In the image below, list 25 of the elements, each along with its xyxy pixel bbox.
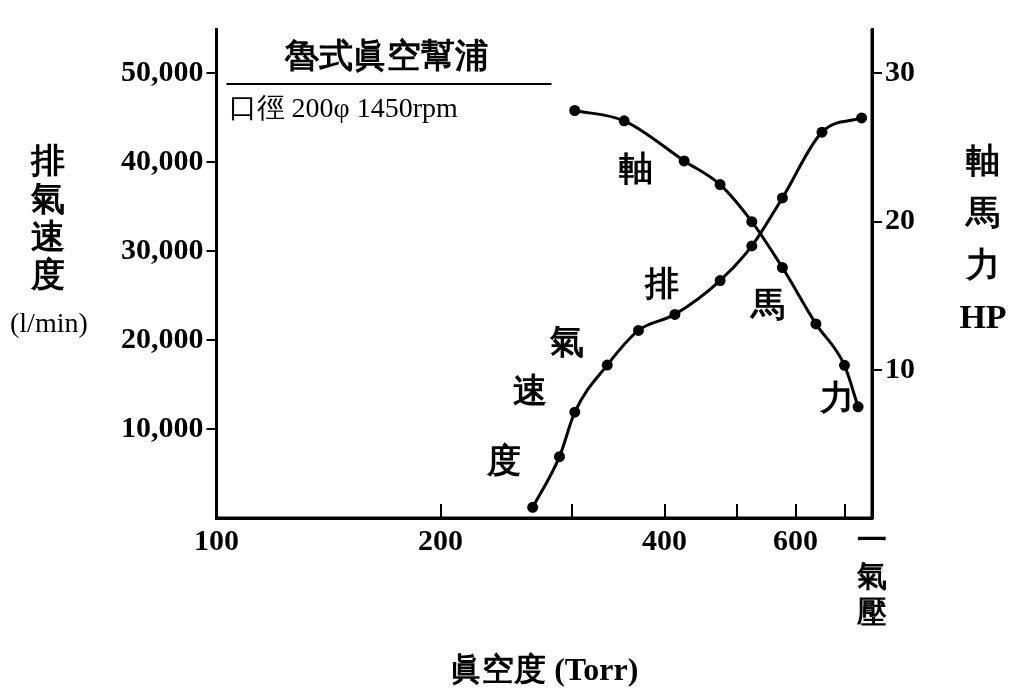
y-tick-label: 10,000 (121, 409, 204, 443)
y2-tick-label: 10 (885, 350, 915, 384)
y-axis-title: 排氣速度 (l/min) (10, 142, 88, 339)
annotation: 氣 (549, 323, 585, 361)
annotation: 排 (643, 265, 679, 303)
annotation: 度 (486, 442, 522, 480)
y-tick-label: 20,000 (121, 320, 204, 354)
annotation: 速 (513, 371, 548, 409)
y-tick-label: 50,000 (121, 54, 204, 88)
annotation: 馬 (749, 286, 786, 324)
x-axis-title: 眞空度 (Torr) (450, 651, 639, 687)
x-tick-label: 一氣壓 (856, 522, 887, 628)
x-tick-label: 600 (773, 522, 819, 556)
annotation: 力 (819, 378, 855, 416)
x-tick-label: 200 (418, 522, 464, 556)
x-tick-label: 400 (642, 522, 688, 556)
y-tick-label: 40,000 (121, 143, 204, 177)
chart-title: 魯式眞空幫浦 (283, 37, 489, 74)
y-tick-label: 30,000 (121, 232, 204, 266)
y2-tick-label: 20 (885, 202, 915, 236)
y2-tick-label: 30 (885, 54, 915, 88)
text: 口徑 200φ 1450rpm (228, 92, 458, 123)
annotation: 軸 (619, 149, 654, 187)
y2-axis-title: 軸馬力 HP (959, 142, 1007, 336)
x-tick-label: 100 (194, 522, 239, 556)
